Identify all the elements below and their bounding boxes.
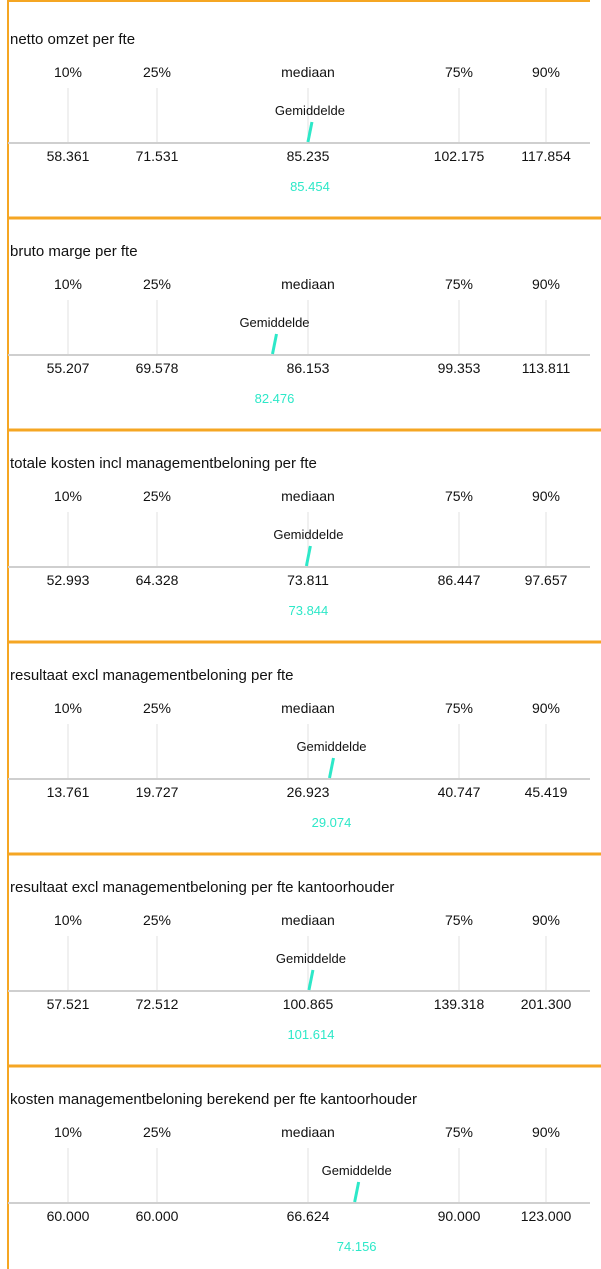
percentile-value: 64.328	[136, 572, 179, 588]
panel-title: totale kosten incl managementbeloning pe…	[10, 455, 317, 472]
panel-title: bruto marge per fte	[10, 243, 138, 260]
mean-caption: Gemiddelde	[273, 527, 343, 542]
column-header: 25%	[143, 912, 171, 928]
mean-marker	[353, 1181, 361, 1203]
percentile-value: 86.447	[438, 572, 481, 588]
percentile-value: 55.207	[47, 360, 90, 376]
column-header: 90%	[532, 912, 560, 928]
mean-caption: Gemiddelde	[296, 739, 366, 754]
percentile-value: 60.000	[47, 1208, 90, 1224]
column-header: 25%	[143, 64, 171, 80]
column-header: mediaan	[281, 912, 335, 928]
percentile-value: 139.318	[434, 996, 485, 1012]
column-header: mediaan	[281, 700, 335, 716]
percentile-value: 100.865	[283, 996, 334, 1012]
column-header: 25%	[143, 1124, 171, 1140]
column-header: 10%	[54, 64, 82, 80]
mean-value: 73.844	[289, 603, 329, 618]
percentile-value: 102.175	[434, 148, 485, 164]
percentile-value: 123.000	[521, 1208, 572, 1224]
mean-marker	[307, 969, 315, 991]
column-header: 25%	[143, 700, 171, 716]
percentile-value: 99.353	[438, 360, 481, 376]
percentile-value: 90.000	[438, 1208, 481, 1224]
mean-value: 82.476	[255, 391, 295, 406]
percentile-value: 113.811	[522, 360, 571, 376]
percentile-value: 71.531	[136, 148, 179, 164]
column-header: 10%	[54, 912, 82, 928]
column-header: mediaan	[281, 64, 335, 80]
column-header: 90%	[532, 64, 560, 80]
percentile-value: 97.657	[525, 572, 568, 588]
mean-value: 101.614	[287, 1027, 334, 1042]
column-header: 25%	[143, 276, 171, 292]
column-header: 90%	[532, 276, 560, 292]
column-header: 75%	[445, 276, 473, 292]
column-header: 10%	[54, 488, 82, 504]
column-header: 10%	[54, 700, 82, 716]
percentile-value: 60.000	[136, 1208, 179, 1224]
mean-value: 29.074	[312, 815, 352, 830]
column-header: mediaan	[281, 1124, 335, 1140]
percentile-value: 66.624	[287, 1208, 330, 1224]
column-header: 90%	[532, 488, 560, 504]
mean-caption: Gemiddelde	[239, 315, 309, 330]
column-header: mediaan	[281, 488, 335, 504]
percentile-value: 73.811	[287, 572, 329, 588]
mean-marker	[304, 545, 312, 567]
mean-caption: Gemiddelde	[276, 951, 346, 966]
column-header: 75%	[445, 1124, 473, 1140]
panel-title: netto omzet per fte	[10, 31, 135, 48]
percentile-value: 13.761	[47, 784, 90, 800]
percentile-value: 40.747	[438, 784, 481, 800]
mean-value: 74.156	[337, 1239, 377, 1254]
percentile-value: 45.419	[525, 784, 568, 800]
percentile-value: 57.521	[47, 996, 90, 1012]
column-header: 10%	[54, 1124, 82, 1140]
panel-title: resultaat excl managementbeloning per ft…	[10, 667, 294, 684]
column-header: mediaan	[281, 276, 335, 292]
column-header: 75%	[445, 488, 473, 504]
percentile-value: 52.993	[47, 572, 90, 588]
percentile-value: 86.153	[287, 360, 330, 376]
column-header: 75%	[445, 64, 473, 80]
percentile-value: 19.727	[136, 784, 179, 800]
panel-title: kosten managementbeloning berekend per f…	[10, 1091, 417, 1108]
column-header: 90%	[532, 700, 560, 716]
column-header: 25%	[143, 488, 171, 504]
column-header: 10%	[54, 276, 82, 292]
mean-marker	[271, 333, 278, 355]
percentile-value: 117.854	[521, 148, 571, 164]
column-header: 75%	[445, 912, 473, 928]
mean-marker	[328, 757, 335, 779]
mean-marker	[306, 121, 314, 143]
percentile-value: 58.361	[47, 148, 90, 164]
percentile-value: 85.235	[287, 148, 330, 164]
mean-value: 85.454	[290, 179, 330, 194]
panel-title: resultaat excl managementbeloning per ft…	[10, 879, 394, 896]
mean-caption: Gemiddelde	[322, 1163, 392, 1178]
percentile-value: 69.578	[136, 360, 179, 376]
mean-caption: Gemiddelde	[275, 103, 345, 118]
column-header: 90%	[532, 1124, 560, 1140]
percentile-value: 201.300	[521, 996, 572, 1012]
percentile-value: 72.512	[136, 996, 179, 1012]
percentile-value: 26.923	[287, 784, 330, 800]
column-header: 75%	[445, 700, 473, 716]
